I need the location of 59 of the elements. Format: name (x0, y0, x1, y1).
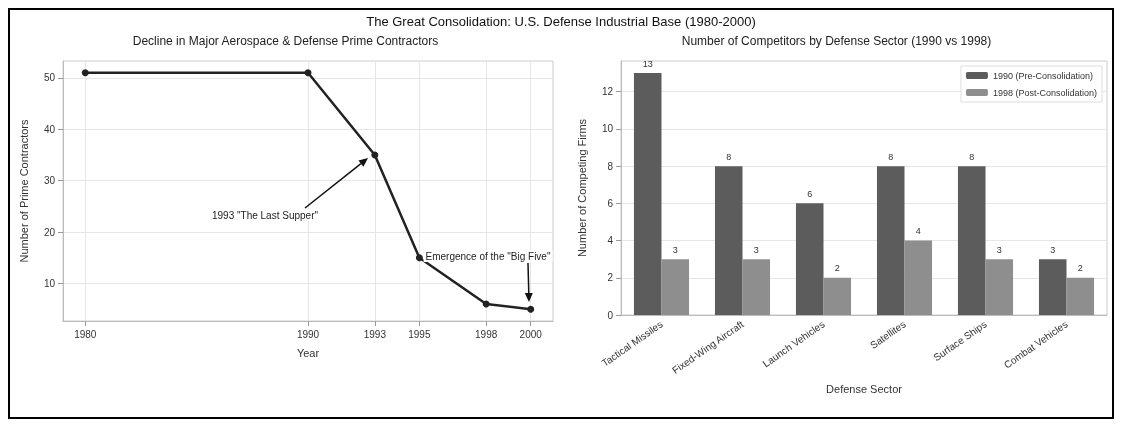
text: The Great Consolidation: U.S. Defense Industrial Base (1980-2000) (365, 13, 757, 30)
point (482, 300, 490, 308)
y-tick-label: 4 (607, 235, 614, 247)
data-label: 8 (969, 151, 975, 162)
data-label: 3 (672, 244, 678, 255)
chart-title: Number of Competitors by Defense Sector (1990 vs 1998) (681, 34, 992, 48)
bar (985, 259, 1014, 315)
y-tick-label: 50 (43, 72, 56, 84)
y-tick-label: 0 (607, 309, 614, 321)
y-tick-label: 20 (43, 226, 56, 238)
point (527, 305, 535, 313)
bar (1066, 277, 1095, 315)
chart-title: Decline in Major Aerospace & Defense Prime Contractors (132, 34, 439, 48)
x-tick-label: 1990 (296, 328, 320, 340)
bar (1038, 259, 1067, 315)
y-tick-label: 10 (601, 123, 614, 135)
data-label: 6 (807, 188, 813, 199)
y-tick-label: 10 (43, 277, 56, 289)
point (371, 151, 379, 159)
bar (876, 166, 905, 315)
x-tick-label: 1993 (363, 328, 387, 340)
x-axis-title: Defense Sector (826, 382, 903, 395)
bar (714, 166, 743, 315)
bar (904, 240, 933, 315)
annotation: Emergence of the "Big Five" (425, 250, 551, 262)
x-tick-label: 1995 (408, 328, 431, 340)
y-tick-label: 40 (43, 123, 56, 135)
y-tick-label: 6 (607, 197, 614, 209)
legend-label: 1990 (Pre-Consolidation) (992, 70, 1093, 81)
y-axis-title: Number of Prime Contractors (17, 118, 30, 263)
bar (633, 73, 662, 315)
y-tick-label: 2 (607, 272, 614, 284)
point (304, 69, 312, 77)
x-tick-label: 1998 (475, 328, 498, 340)
point (81, 69, 89, 77)
y-tick-label: 12 (601, 86, 614, 98)
y-axis-title: Number of Competing Firms (575, 118, 588, 258)
annotation: 1993 "The Last Supper" (211, 209, 319, 221)
bar (795, 203, 824, 315)
data-label: 8 (726, 151, 732, 162)
data-label: 2 (1077, 263, 1083, 274)
data-label: 13 (642, 58, 653, 69)
bar (661, 259, 690, 315)
data-label: 8 (888, 151, 894, 162)
y-tick-label: 8 (607, 160, 614, 172)
x-tick-label: 1980 (74, 328, 97, 340)
data-label: 3 (1050, 244, 1056, 255)
point (415, 254, 423, 262)
data-label: 3 (996, 244, 1002, 255)
bar (957, 166, 986, 315)
bar (823, 277, 852, 315)
bar (742, 259, 771, 315)
x-axis-title: Year (296, 346, 320, 359)
data-label: 3 (753, 244, 759, 255)
y-tick-label: 30 (43, 175, 56, 187)
data-label: 4 (915, 226, 921, 237)
data-label: 2 (834, 263, 840, 274)
x-tick-label: 2000 (519, 328, 543, 340)
legend-label: 1998 (Post-Consolidation) (992, 87, 1097, 98)
